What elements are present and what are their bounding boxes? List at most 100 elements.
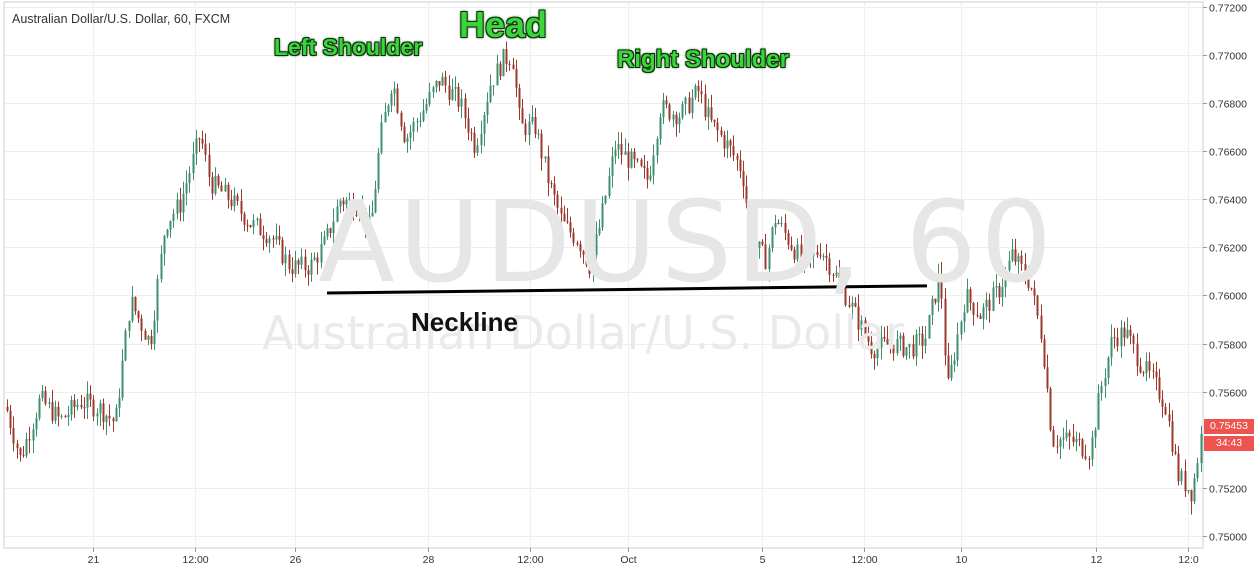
candle-body: [1177, 453, 1180, 482]
candle-body: [256, 218, 259, 221]
x-tick-label: 21: [88, 554, 100, 566]
candle-body: [675, 114, 678, 125]
candle-body: [720, 130, 723, 135]
candle-body: [281, 239, 284, 264]
candle-body: [214, 175, 217, 194]
candle-body: [284, 254, 287, 264]
candle-body: [496, 63, 499, 86]
candle-body: [595, 234, 598, 256]
candle-body: [374, 188, 377, 213]
candle-body: [320, 244, 323, 263]
candle-body: [768, 248, 771, 270]
candle-body: [38, 398, 41, 419]
candle-body: [361, 208, 364, 216]
candle-body: [153, 320, 156, 344]
candle-body: [1193, 478, 1196, 502]
candle-body: [860, 320, 863, 330]
candle-body: [899, 335, 902, 339]
candle-body: [128, 320, 131, 331]
candle-body: [924, 338, 927, 346]
candle-body: [220, 185, 223, 192]
candle-body: [681, 104, 684, 118]
candle-body: [665, 100, 668, 105]
candle-body: [224, 184, 227, 192]
candle-body: [790, 244, 793, 250]
candle-body: [1052, 430, 1055, 447]
candle-body: [985, 299, 988, 307]
candle-body: [857, 306, 860, 330]
candle-body: [944, 298, 947, 356]
candle-body: [352, 199, 355, 215]
candle-body: [656, 139, 659, 156]
candle-body: [272, 238, 275, 240]
candle-body: [953, 360, 956, 365]
candle-body: [576, 242, 579, 245]
candle-body: [140, 318, 143, 331]
candle-body: [524, 123, 527, 136]
candle-body: [726, 140, 729, 149]
candle-body: [160, 253, 163, 280]
candle-body: [780, 222, 783, 224]
candle-body: [358, 215, 361, 217]
candle-body: [1187, 490, 1190, 492]
candle-body: [777, 223, 780, 225]
plot-border: [3, 1, 1204, 549]
candle-body: [412, 121, 415, 132]
candle-body: [553, 183, 556, 195]
candle-body: [483, 115, 486, 134]
candle-body: [243, 213, 246, 225]
candle-body: [784, 222, 787, 233]
candle-body: [1158, 377, 1161, 400]
candle-body: [355, 214, 358, 216]
candle-body: [96, 413, 99, 417]
candle-body: [1100, 385, 1103, 394]
candle-body: [307, 270, 310, 275]
candle-body: [793, 249, 796, 260]
candle-body: [710, 107, 713, 120]
y-tick-label: 0.75200: [1209, 484, 1247, 496]
candle-body: [16, 443, 19, 449]
candle-body: [288, 254, 291, 270]
candle-body: [454, 86, 457, 89]
candle-body: [812, 251, 815, 257]
candle-body: [262, 235, 265, 240]
candle-body: [1065, 432, 1068, 438]
candle-body: [640, 159, 643, 166]
candle-series: [6, 41, 1203, 515]
candle-body: [310, 259, 313, 275]
candle-body: [540, 133, 543, 159]
candle-body: [544, 156, 547, 159]
candle-body: [438, 80, 441, 86]
candle-body: [179, 199, 182, 213]
candle-body: [1008, 260, 1011, 271]
candle-body: [841, 278, 844, 286]
candle-body: [940, 273, 943, 299]
candle-body: [195, 138, 198, 154]
candle-body: [6, 406, 9, 411]
candle-body: [627, 151, 630, 168]
candle-body: [764, 244, 767, 270]
candle-body: [569, 222, 572, 233]
candle-body: [137, 311, 140, 319]
candle-body: [387, 105, 390, 113]
candle-body: [348, 199, 351, 201]
candle-body: [246, 224, 249, 226]
candle-body: [630, 151, 633, 168]
candle-body: [825, 255, 828, 259]
candle-body: [249, 225, 252, 228]
candle-body: [617, 144, 620, 150]
candle-body: [147, 336, 150, 340]
candle-body: [828, 258, 831, 275]
y-tick-label: 0.77000: [1209, 51, 1247, 63]
candle-body: [435, 80, 438, 88]
candle-body: [960, 321, 963, 335]
candle-body: [1190, 490, 1193, 502]
candle-body: [1020, 255, 1023, 264]
candle-body: [822, 255, 825, 257]
x-tick-label: 12:00: [851, 554, 877, 566]
candle-body: [371, 212, 374, 217]
candle-body: [1049, 388, 1052, 431]
candle-body: [121, 360, 124, 398]
candle-body: [947, 355, 950, 379]
